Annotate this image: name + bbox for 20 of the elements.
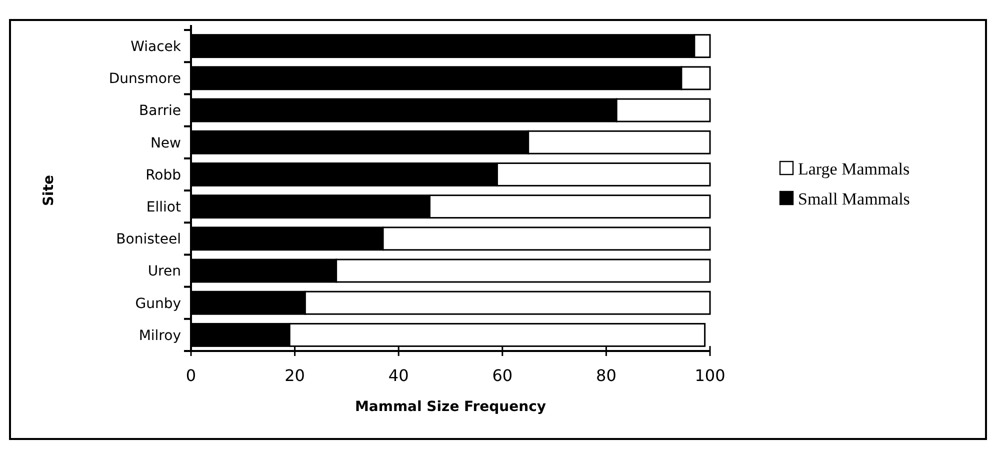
x-tick-label: 40 <box>388 366 409 385</box>
y-tick-label: Barrie <box>139 103 181 120</box>
legend-label: Small Mammals <box>798 189 910 208</box>
y-tick-label: Wiacek <box>130 38 182 55</box>
legend-label: Large Mammals <box>798 159 910 178</box>
y-tick-label: Gunby <box>135 296 181 312</box>
x-tick-label: 60 <box>492 366 513 385</box>
x-tick-label: 20 <box>284 366 305 385</box>
x-tick-label: 80 <box>596 366 616 385</box>
x-axis-title: Mammal Size Frequency <box>354 399 546 415</box>
x-tick-label: 100 <box>694 366 726 385</box>
x-tick-label: 0 <box>186 366 196 385</box>
y-tick-label: Uren <box>148 264 181 280</box>
y-tick-label: Robb <box>146 167 182 184</box>
y-tick-label: New <box>150 135 181 152</box>
y-tick-label: Dunsmore <box>108 71 181 88</box>
y-tick-label: Elliot <box>146 199 182 216</box>
y-tick-label: Bonisteel <box>116 232 181 248</box>
y-tick-label: Milroy <box>138 328 181 344</box>
y-axis-title: Site <box>41 174 57 206</box>
